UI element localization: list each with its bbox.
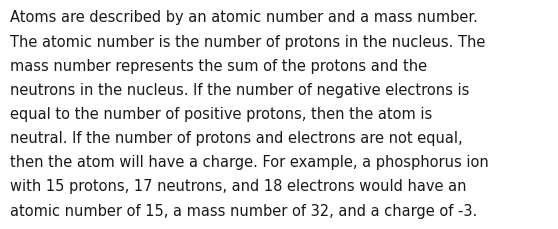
Text: then the atom will have a charge. For example, a phosphorus ion: then the atom will have a charge. For ex… <box>10 155 489 169</box>
Text: atomic number of 15, a mass number of 32, and a charge of -3.: atomic number of 15, a mass number of 32… <box>10 203 477 218</box>
Text: mass number represents the sum of the protons and the: mass number represents the sum of the pr… <box>10 58 427 73</box>
Text: with 15 protons, 17 neutrons, and 18 electrons would have an: with 15 protons, 17 neutrons, and 18 ele… <box>10 179 466 194</box>
Text: The atomic number is the number of protons in the nucleus. The: The atomic number is the number of proto… <box>10 34 485 49</box>
Text: neutral. If the number of protons and electrons are not equal,: neutral. If the number of protons and el… <box>10 131 463 145</box>
Text: Atoms are described by an atomic number and a mass number.: Atoms are described by an atomic number … <box>10 10 478 25</box>
Text: neutrons in the nucleus. If the number of negative electrons is: neutrons in the nucleus. If the number o… <box>10 82 469 97</box>
Text: equal to the number of positive protons, then the atom is: equal to the number of positive protons,… <box>10 106 432 121</box>
